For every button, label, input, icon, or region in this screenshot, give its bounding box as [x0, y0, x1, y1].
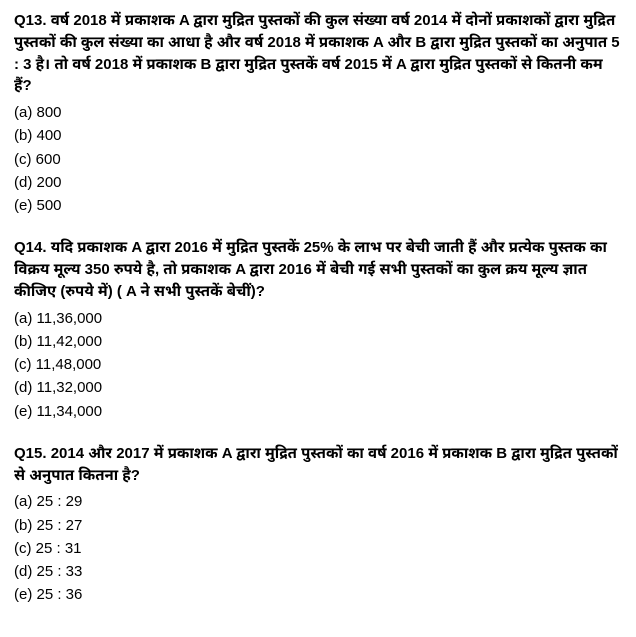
page: Q13. वर्ष 2018 में प्रकाशक A द्वारा मुद्… [0, 0, 636, 637]
question-body: यदि प्रकाशक A द्वारा 2016 में मुद्रित पु… [14, 239, 607, 300]
question-text: Q14. यदि प्रकाशक A द्वारा 2016 में मुद्र… [14, 237, 622, 302]
option-a: (a) 800 [14, 101, 622, 124]
option-c: (c) 600 [14, 148, 622, 171]
question-number: Q15. [14, 445, 47, 462]
option-d: (d) 25 : 33 [14, 560, 622, 583]
question-body: 2014 और 2017 में प्रकाशक A द्वारा मुद्रि… [14, 445, 618, 484]
option-a: (a) 25 : 29 [14, 490, 622, 513]
question-text: Q13. वर्ष 2018 में प्रकाशक A द्वारा मुद्… [14, 10, 622, 97]
options-list: (a) 25 : 29 (b) 25 : 27 (c) 25 : 31 (d) … [14, 490, 622, 606]
option-d: (d) 11,32,000 [14, 376, 622, 399]
option-e: (e) 25 : 36 [14, 583, 622, 606]
question-number: Q13. [14, 12, 47, 29]
option-d: (d) 200 [14, 171, 622, 194]
options-list: (a) 11,36,000 (b) 11,42,000 (c) 11,48,00… [14, 307, 622, 423]
option-c: (c) 11,48,000 [14, 353, 622, 376]
question-number: Q14. [14, 239, 47, 256]
option-b: (b) 11,42,000 [14, 330, 622, 353]
question-15: Q15. 2014 और 2017 में प्रकाशक A द्वारा म… [14, 443, 622, 607]
option-b: (b) 25 : 27 [14, 514, 622, 537]
question-14: Q14. यदि प्रकाशक A द्वारा 2016 में मुद्र… [14, 237, 622, 423]
option-b: (b) 400 [14, 124, 622, 147]
option-e: (e) 11,34,000 [14, 400, 622, 423]
options-list: (a) 800 (b) 400 (c) 600 (d) 200 (e) 500 [14, 101, 622, 217]
question-13: Q13. वर्ष 2018 में प्रकाशक A द्वारा मुद्… [14, 10, 622, 217]
option-a: (a) 11,36,000 [14, 307, 622, 330]
question-body: वर्ष 2018 में प्रकाशक A द्वारा मुद्रित प… [14, 12, 620, 94]
option-c: (c) 25 : 31 [14, 537, 622, 560]
option-e: (e) 500 [14, 194, 622, 217]
question-text: Q15. 2014 और 2017 में प्रकाशक A द्वारा म… [14, 443, 622, 487]
